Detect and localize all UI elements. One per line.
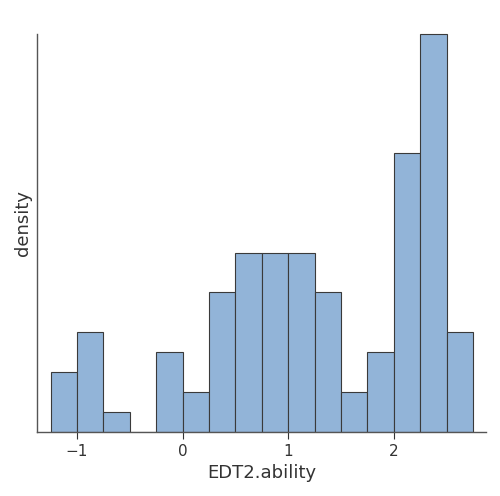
Bar xyxy=(420,34,446,432)
X-axis label: EDT2.ability: EDT2.ability xyxy=(207,464,316,482)
Bar xyxy=(209,293,236,432)
Bar xyxy=(182,392,209,432)
Bar xyxy=(314,293,341,432)
Bar xyxy=(288,252,314,432)
Bar xyxy=(104,412,130,432)
Bar xyxy=(368,352,394,432)
Bar xyxy=(446,332,473,432)
Bar xyxy=(394,153,420,432)
Bar xyxy=(156,352,182,432)
Y-axis label: density: density xyxy=(14,190,32,256)
Bar xyxy=(236,252,262,432)
Bar xyxy=(50,372,77,432)
Bar xyxy=(262,252,288,432)
Bar xyxy=(341,392,367,432)
Bar xyxy=(77,332,104,432)
